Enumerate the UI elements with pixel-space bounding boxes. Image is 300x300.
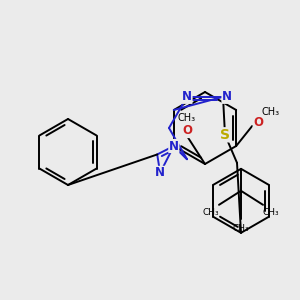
- Text: S: S: [220, 128, 230, 142]
- Text: N: N: [155, 167, 165, 179]
- Text: O: O: [253, 116, 263, 128]
- Text: CH₃: CH₃: [263, 208, 279, 217]
- Text: N: N: [182, 90, 192, 103]
- Text: O: O: [182, 124, 192, 137]
- Text: N: N: [169, 140, 179, 152]
- Text: N: N: [222, 90, 232, 103]
- Text: CH₃: CH₃: [233, 224, 249, 233]
- Text: CH₃: CH₃: [178, 113, 196, 123]
- Text: CH₃: CH₃: [203, 208, 219, 217]
- Text: CH₃: CH₃: [261, 107, 279, 117]
